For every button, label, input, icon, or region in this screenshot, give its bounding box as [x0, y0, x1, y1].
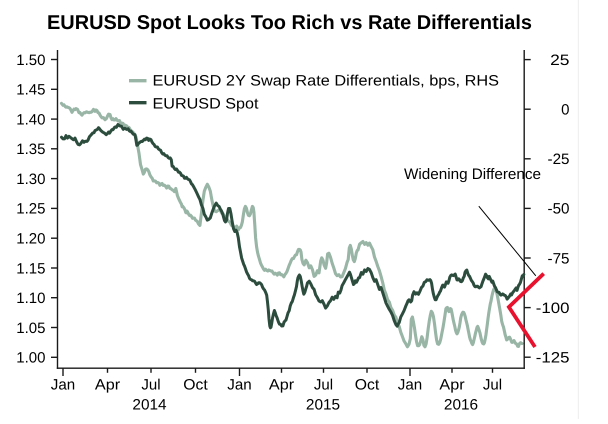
- svg-text:Jul: Jul: [314, 377, 333, 394]
- svg-text:2015: 2015: [306, 397, 340, 414]
- svg-text:1.20: 1.20: [16, 231, 45, 248]
- svg-text:Oct: Oct: [355, 377, 380, 394]
- svg-text:2016: 2016: [444, 397, 478, 414]
- svg-text:2014: 2014: [132, 397, 166, 414]
- svg-text:1.35: 1.35: [16, 141, 45, 158]
- svg-text:-50: -50: [548, 201, 570, 218]
- svg-text:1.25: 1.25: [16, 201, 45, 218]
- svg-text:0: 0: [561, 102, 569, 119]
- svg-text:1.10: 1.10: [16, 290, 45, 307]
- svg-text:1.45: 1.45: [16, 82, 45, 99]
- svg-text:1.15: 1.15: [16, 260, 45, 277]
- svg-text:Apr: Apr: [95, 377, 120, 394]
- svg-text:1.30: 1.30: [16, 171, 45, 188]
- svg-text:Jan: Jan: [51, 377, 75, 394]
- svg-text:EURUSD Spot: EURUSD Spot: [153, 95, 260, 112]
- svg-text:Widening Difference: Widening Difference: [404, 166, 541, 183]
- svg-text:1.50: 1.50: [16, 52, 45, 69]
- svg-text:1.05: 1.05: [16, 320, 45, 337]
- svg-text:-25: -25: [548, 151, 570, 168]
- svg-text:Jul: Jul: [483, 377, 502, 394]
- svg-text:EURUSD 2Y Swap Rate Differenti: EURUSD 2Y Swap Rate Differentials, bps, …: [153, 73, 500, 90]
- svg-text:25: 25: [550, 52, 569, 69]
- svg-text:-125: -125: [536, 350, 570, 367]
- svg-text:Jan: Jan: [227, 377, 251, 394]
- svg-text:1.00: 1.00: [16, 350, 45, 367]
- svg-text:Jan: Jan: [398, 377, 422, 394]
- svg-text:Jul: Jul: [141, 377, 160, 394]
- svg-text:Apr: Apr: [269, 377, 294, 394]
- svg-text:Oct: Oct: [183, 377, 208, 394]
- svg-text:1.40: 1.40: [16, 111, 45, 128]
- svg-text:-75: -75: [548, 250, 570, 267]
- svg-text:-100: -100: [536, 300, 570, 317]
- svg-text:Apr: Apr: [439, 377, 464, 394]
- svg-text:EURUSD Spot Looks Too Rich vs: EURUSD Spot Looks Too Rich vs Rate Diffe…: [47, 12, 532, 34]
